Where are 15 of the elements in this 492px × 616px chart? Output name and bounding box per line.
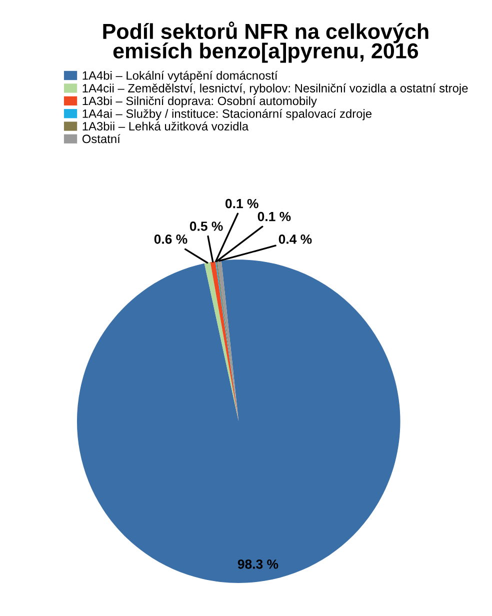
legend-label: 1A3bi – Silniční doprava: Osobní automobily	[82, 96, 317, 108]
data-label: 0.6 %	[154, 234, 188, 244]
pie-slice	[210, 261, 239, 422]
data-label: 0.4 %	[278, 234, 312, 244]
pie-slice	[76, 260, 400, 583]
legend-label: 1A4bi – Lokální vytápění domácností	[82, 70, 278, 82]
legend-label: Ostatní	[82, 134, 120, 144]
chart-title: Podíl sektorů NFR na celkových emisích benzo[a]pyrenu, 2016	[103, 22, 428, 63]
data-label: 0.1 %	[258, 212, 291, 222]
legend-label: 1A4cii – Zemědělství, lesnictví, rybolov: Nesilniční vozidla a ostatní stroje	[82, 84, 468, 95]
data-label: 0.1 %	[226, 198, 258, 208]
data-label: 98.3 %	[238, 559, 278, 569]
legend-label: 1A3bii – Lehká užitková vozidla	[82, 122, 249, 131]
legend-label: 1A4ai – Služby / instituce: Stacionární spalovací zdroje	[82, 108, 372, 120]
data-label: 0.5 %	[190, 222, 223, 231]
